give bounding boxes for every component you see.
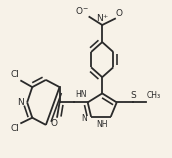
Text: N: N <box>17 98 24 107</box>
Text: $\mathdefault{O}^{-}$: $\mathdefault{O}^{-}$ <box>75 5 89 16</box>
Text: Cl: Cl <box>11 124 20 133</box>
Text: CH₃: CH₃ <box>147 91 161 100</box>
Text: NH: NH <box>96 120 108 129</box>
Text: HN: HN <box>75 90 87 99</box>
Text: Cl: Cl <box>11 70 20 79</box>
Text: O: O <box>50 119 57 128</box>
Text: S: S <box>130 91 136 100</box>
Text: O: O <box>116 9 123 18</box>
Text: $\mathdefault{N}^{+}$: $\mathdefault{N}^{+}$ <box>96 12 110 24</box>
Text: N: N <box>81 114 87 123</box>
